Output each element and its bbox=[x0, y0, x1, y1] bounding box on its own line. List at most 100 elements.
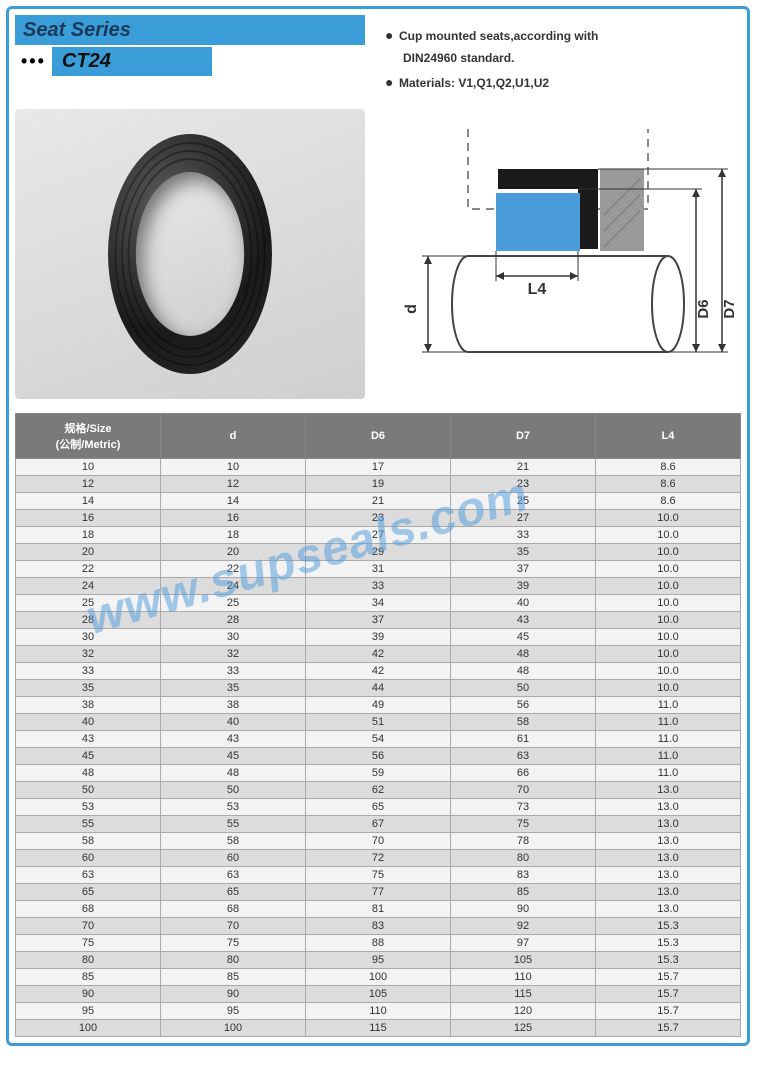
table-cell: 95 bbox=[161, 1002, 306, 1019]
table-cell: 48 bbox=[451, 662, 596, 679]
table-row: 1818273310.0 bbox=[16, 526, 741, 543]
table-cell: 20 bbox=[16, 543, 161, 560]
table-cell: 68 bbox=[16, 900, 161, 917]
table-cell: 10.0 bbox=[596, 679, 741, 696]
table-cell: 100 bbox=[306, 968, 451, 985]
table-cell: 10.0 bbox=[596, 526, 741, 543]
table-row: 6565778513.0 bbox=[16, 883, 741, 900]
seal-ring-graphic bbox=[90, 134, 290, 374]
table-cell: 10.0 bbox=[596, 628, 741, 645]
table-cell: 13.0 bbox=[596, 883, 741, 900]
table-cell: 75 bbox=[451, 815, 596, 832]
table-cell: 15.7 bbox=[596, 1002, 741, 1019]
table-cell: 55 bbox=[16, 815, 161, 832]
table-cell: 11.0 bbox=[596, 764, 741, 781]
table-cell: 15.3 bbox=[596, 951, 741, 968]
table-cell: 58 bbox=[451, 713, 596, 730]
table-cell: 85 bbox=[161, 968, 306, 985]
table-cell: 75 bbox=[306, 866, 451, 883]
table-cell: 68 bbox=[161, 900, 306, 917]
table-row: 1616232710.0 bbox=[16, 509, 741, 526]
table-cell: 42 bbox=[306, 645, 451, 662]
table-cell: 24 bbox=[16, 577, 161, 594]
table-cell: 66 bbox=[451, 764, 596, 781]
table-cell: 23 bbox=[306, 509, 451, 526]
table-cell: 59 bbox=[306, 764, 451, 781]
diagram-svg: L4 d D6 D7 bbox=[375, 109, 741, 399]
table-row: 909010511515.7 bbox=[16, 985, 741, 1002]
table-cell: 13.0 bbox=[596, 832, 741, 849]
table-cell: 10.0 bbox=[596, 543, 741, 560]
table-row: 2222313710.0 bbox=[16, 560, 741, 577]
table-row: 959511012015.7 bbox=[16, 1002, 741, 1019]
table-cell: 34 bbox=[306, 594, 451, 611]
table-cell: 17 bbox=[306, 458, 451, 475]
table-cell: 39 bbox=[451, 577, 596, 594]
table-cell: 25 bbox=[16, 594, 161, 611]
table-row: 2424333910.0 bbox=[16, 577, 741, 594]
table-row: 2828374310.0 bbox=[16, 611, 741, 628]
table-cell: 51 bbox=[306, 713, 451, 730]
table-cell: 32 bbox=[16, 645, 161, 662]
table-cell: 83 bbox=[306, 917, 451, 934]
table-cell: 25 bbox=[451, 492, 596, 509]
table-cell: 35 bbox=[451, 543, 596, 560]
table-cell: 22 bbox=[16, 560, 161, 577]
table-cell: 33 bbox=[161, 662, 306, 679]
table-cell: 50 bbox=[16, 781, 161, 798]
table-cell: 28 bbox=[16, 611, 161, 628]
table-cell: 70 bbox=[306, 832, 451, 849]
table-cell: 60 bbox=[16, 849, 161, 866]
table-cell: 20 bbox=[161, 543, 306, 560]
table-cell: 37 bbox=[306, 611, 451, 628]
table-row: 4343546111.0 bbox=[16, 730, 741, 747]
table-cell: 33 bbox=[16, 662, 161, 679]
table-row: 3030394510.0 bbox=[16, 628, 741, 645]
table-cell: 53 bbox=[161, 798, 306, 815]
table-cell: 27 bbox=[451, 509, 596, 526]
table-row: 2525344010.0 bbox=[16, 594, 741, 611]
table-cell: 115 bbox=[451, 985, 596, 1002]
bullet-icon: ● bbox=[385, 70, 399, 95]
table-cell: 11.0 bbox=[596, 696, 741, 713]
table-cell: 8.6 bbox=[596, 458, 741, 475]
table-row: 6868819013.0 bbox=[16, 900, 741, 917]
table-cell: 10 bbox=[161, 458, 306, 475]
table-cell: 85 bbox=[16, 968, 161, 985]
table-cell: 24 bbox=[161, 577, 306, 594]
table-cell: 95 bbox=[16, 1002, 161, 1019]
table-cell: 65 bbox=[161, 883, 306, 900]
left-header: Seat Series ••• CT24 bbox=[15, 15, 365, 103]
cross-section-diagram: L4 d D6 D7 bbox=[375, 109, 741, 399]
col-size: 规格/Size (公制/Metric) bbox=[16, 413, 161, 458]
table-row: 5050627013.0 bbox=[16, 781, 741, 798]
table-cell: 8.6 bbox=[596, 492, 741, 509]
series-title-bar: Seat Series bbox=[15, 15, 365, 45]
product-photo bbox=[15, 109, 365, 399]
series-title: Seat Series bbox=[23, 19, 131, 42]
table-row: 3333424810.0 bbox=[16, 662, 741, 679]
table-cell: 11.0 bbox=[596, 730, 741, 747]
table-cell: 55 bbox=[161, 815, 306, 832]
col-D7: D7 bbox=[451, 413, 596, 458]
table-cell: 10.0 bbox=[596, 662, 741, 679]
table-cell: 10.0 bbox=[596, 560, 741, 577]
table-cell: 105 bbox=[306, 985, 451, 1002]
table-cell: 105 bbox=[451, 951, 596, 968]
table-cell: 43 bbox=[16, 730, 161, 747]
table-cell: 33 bbox=[451, 526, 596, 543]
table-cell: 14 bbox=[16, 492, 161, 509]
table-row: 5858707813.0 bbox=[16, 832, 741, 849]
table-cell: 15.7 bbox=[596, 968, 741, 985]
table-cell: 120 bbox=[451, 1002, 596, 1019]
table-cell: 48 bbox=[16, 764, 161, 781]
table-row: 121219238.6 bbox=[16, 475, 741, 492]
table-row: 7575889715.3 bbox=[16, 934, 741, 951]
document-frame: Seat Series ••• CT24 ●Cup mounted seats,… bbox=[6, 6, 750, 1046]
table-cell: 40 bbox=[16, 713, 161, 730]
diagram-d-label: d bbox=[403, 304, 420, 314]
table-cell: 62 bbox=[306, 781, 451, 798]
table-cell: 72 bbox=[306, 849, 451, 866]
table-cell: 22 bbox=[161, 560, 306, 577]
table-cell: 70 bbox=[451, 781, 596, 798]
